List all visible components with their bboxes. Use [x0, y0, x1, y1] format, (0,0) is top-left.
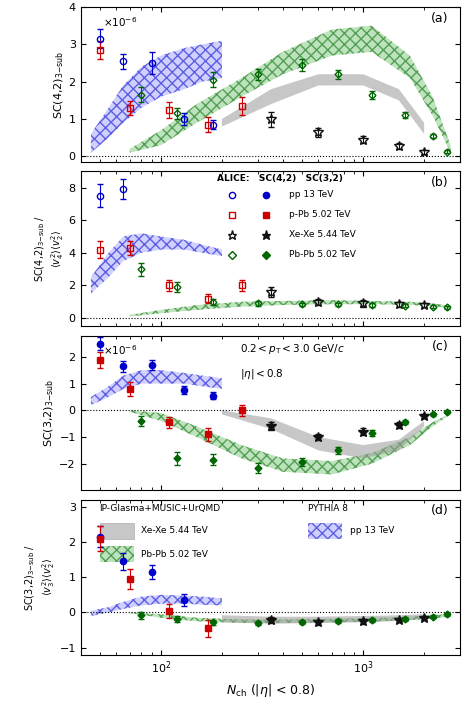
- Bar: [308, 523, 342, 539]
- Text: $|\eta| < 0.8$: $|\eta| < 0.8$: [240, 367, 283, 381]
- Text: PYTHIA 8: PYTHIA 8: [308, 505, 348, 513]
- Text: IP-Glasma+MUSIC+UrQMD: IP-Glasma+MUSIC+UrQMD: [100, 505, 221, 513]
- Text: pp 13 TeV: pp 13 TeV: [289, 190, 334, 199]
- Y-axis label: SC(4,2)$_{3\rm{-sub}}$ /
$\langle v_4^2 \rangle\langle v_2^2 \rangle$: SC(4,2)$_{3\rm{-sub}}$ / $\langle v_4^2 …: [33, 215, 66, 282]
- Text: p-Pb 5.02 TeV: p-Pb 5.02 TeV: [289, 210, 351, 219]
- Text: Xe-Xe 5.44 TeV: Xe-Xe 5.44 TeV: [289, 230, 356, 239]
- Bar: [100, 546, 134, 562]
- Text: (c): (c): [432, 340, 448, 353]
- Text: $\times10^{-6}$: $\times10^{-6}$: [103, 344, 137, 357]
- Text: (b): (b): [431, 176, 448, 189]
- Text: $\times10^{-6}$: $\times10^{-6}$: [103, 15, 137, 29]
- Y-axis label: SC(4,2)$_{3\rm{-sub}}$: SC(4,2)$_{3\rm{-sub}}$: [52, 51, 66, 119]
- Text: (a): (a): [431, 12, 448, 25]
- Text: pp 13 TeV: pp 13 TeV: [350, 527, 394, 535]
- Text: Pb-Pb 5.02 TeV: Pb-Pb 5.02 TeV: [141, 550, 208, 558]
- Text: Xe-Xe 5.44 TeV: Xe-Xe 5.44 TeV: [141, 527, 208, 535]
- Y-axis label: SC(3,2)$_{3\rm{-sub}}$ /
$\langle v_3^2 \rangle\langle v_2^2 \rangle$: SC(3,2)$_{3\rm{-sub}}$ / $\langle v_3^2 …: [24, 543, 56, 611]
- Bar: [100, 523, 134, 539]
- Text: Pb-Pb 5.02 TeV: Pb-Pb 5.02 TeV: [289, 251, 356, 260]
- Text: $0.2 < p_{\rm T} < 3.0$ GeV/$c$: $0.2 < p_{\rm T} < 3.0$ GeV/$c$: [240, 341, 345, 356]
- Text: (d): (d): [431, 505, 448, 517]
- Y-axis label: SC(3,2)$_{3\rm{-sub}}$: SC(3,2)$_{3\rm{-sub}}$: [43, 379, 56, 447]
- Text: ALICE:   SC(4,2)   SC(3,2): ALICE: SC(4,2) SC(3,2): [217, 175, 343, 183]
- X-axis label: $N_{\rm ch}$ (|$\eta$| < 0.8): $N_{\rm ch}$ (|$\eta$| < 0.8): [226, 681, 315, 699]
